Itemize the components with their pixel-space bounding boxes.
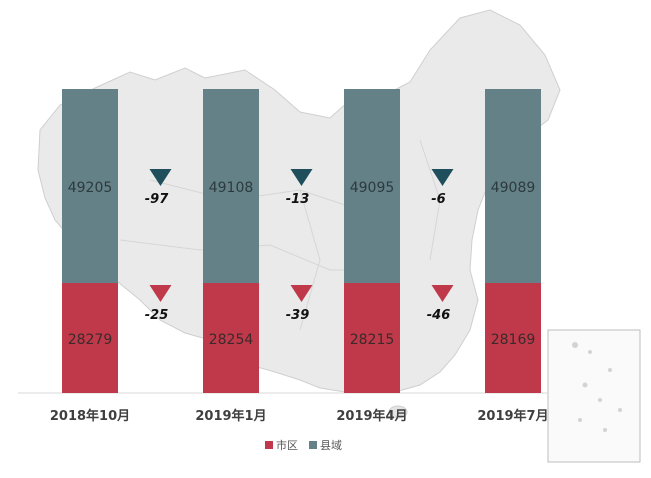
bar-shiqu-2 [344,283,400,393]
data-label-shiqu-1: 28254 [209,332,254,348]
bar-shiqu-3 [485,283,541,393]
bar-xianyu-3 [485,89,541,283]
legend-swatch-0 [265,441,273,449]
data-label-shiqu-2: 28215 [350,332,395,348]
data-label-shiqu-0: 28279 [68,332,113,348]
map-inset-islands [572,342,622,432]
x-tick-label-0: 2018年10月 [50,408,130,424]
x-axis-tick-labels: 2018年10月 2019年1月 2019年4月 2019年7月 [50,408,549,424]
data-label-xianyu-2: 49095 [350,180,395,196]
change-marker-shiqu-0-label: -25 [145,308,169,323]
legend-label-1: 县域 [320,439,342,452]
bar-xianyu-0 [62,89,118,283]
bars: 28279 49205 28254 49108 28215 49095 28169 49089 [62,89,541,393]
bar-shiqu-0 [62,283,118,393]
china-map-background [18,9,641,463]
change-marker-shiqu-0-triangle [149,285,172,302]
change-marker-shiqu-2-triangle [431,285,454,302]
change-marker-shiqu-1-triangle [290,285,313,302]
legend-label-0: 市区 [276,438,298,452]
data-label-xianyu-3: 49089 [491,180,536,196]
data-label-xianyu-0: 49205 [68,180,113,196]
x-tick-label-3: 2019年7月 [477,408,548,424]
x-tick-label-2: 2019年4月 [336,408,407,424]
x-tick-label-1: 2019年1月 [195,408,266,424]
map-mainland [37,9,561,393]
bar-shiqu-1 [203,283,259,393]
legend-swatch-1 [309,441,317,449]
change-marker-xianyu-2-triangle [431,169,454,186]
map-inset-box [547,329,641,463]
change-markers: -97 -25 -13 -39 -6 -46 [145,169,454,323]
data-label-shiqu-3: 28169 [491,332,536,348]
bar-xianyu-1 [203,89,259,283]
bar-xianyu-2 [344,89,400,283]
map-island [388,405,408,419]
change-marker-xianyu-0-triangle [149,169,172,186]
change-marker-xianyu-2-label: -6 [431,192,445,207]
legend: 市区 县域 [265,438,342,452]
change-marker-shiqu-1-label: -39 [286,308,310,323]
change-marker-xianyu-1-triangle [290,169,313,186]
change-marker-xianyu-1-label: -13 [286,192,310,207]
change-marker-shiqu-2-label: -46 [427,308,451,323]
change-marker-xianyu-0-label: -97 [145,192,169,207]
data-label-xianyu-1: 49108 [209,180,254,196]
